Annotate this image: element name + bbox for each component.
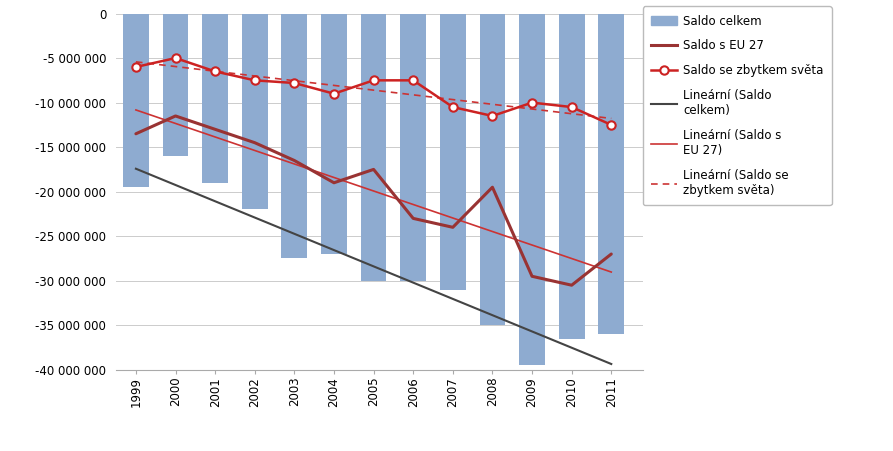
Saldo se zbytkem světa xyxy=(566,104,577,110)
Bar xyxy=(321,14,346,254)
Legend: Saldo celkem, Saldo s EU 27, Saldo se zbytkem světa, Lineární (Saldo
celkem), Li: Saldo celkem, Saldo s EU 27, Saldo se zb… xyxy=(643,6,831,205)
Saldo s EU 27 xyxy=(289,158,300,163)
Line: Lineární (Saldo celkem): Lineární (Saldo celkem) xyxy=(136,169,612,364)
Lineární (Saldo s EU 27) xyxy=(408,202,419,207)
Lineární (Saldo celkem) xyxy=(566,345,577,350)
Saldo se zbytkem světa xyxy=(447,104,458,110)
Lineární (Saldo s EU 27) xyxy=(171,121,181,126)
Lineární (Saldo se zbytkem světa) xyxy=(408,92,419,97)
Lineární (Saldo s EU 27) xyxy=(289,161,300,167)
Lineární (Saldo celkem) xyxy=(249,215,260,220)
Bar xyxy=(361,14,387,281)
Lineární (Saldo celkem) xyxy=(210,198,221,204)
Lineární (Saldo se zbytkem světa) xyxy=(171,64,181,69)
Lineární (Saldo s EU 27) xyxy=(368,188,379,193)
Line: Saldo s EU 27: Saldo s EU 27 xyxy=(136,116,612,285)
Lineární (Saldo celkem) xyxy=(527,329,538,334)
Lineární (Saldo s EU 27) xyxy=(249,148,260,153)
Saldo se zbytkem světa xyxy=(606,122,617,128)
Saldo s EU 27 xyxy=(368,167,379,172)
Lineární (Saldo celkem) xyxy=(171,182,181,188)
Saldo s EU 27 xyxy=(606,251,617,257)
Saldo s EU 27 xyxy=(447,225,458,230)
Saldo se zbytkem světa xyxy=(130,64,141,70)
Saldo s EU 27 xyxy=(210,127,221,132)
Saldo s EU 27 xyxy=(249,140,260,145)
Lineární (Saldo se zbytkem světa) xyxy=(289,78,300,83)
Lineární (Saldo s EU 27) xyxy=(210,134,221,140)
Lineární (Saldo se zbytkem světa) xyxy=(447,97,458,102)
Saldo s EU 27 xyxy=(171,113,181,119)
Lineární (Saldo celkem) xyxy=(329,248,339,253)
Lineární (Saldo celkem) xyxy=(447,296,458,302)
Lineární (Saldo se zbytkem světa) xyxy=(487,101,497,107)
Bar xyxy=(559,14,585,339)
Bar xyxy=(480,14,505,325)
Lineární (Saldo s EU 27) xyxy=(447,215,458,221)
Saldo s EU 27 xyxy=(130,131,141,137)
Bar xyxy=(242,14,268,210)
Lineární (Saldo celkem) xyxy=(368,264,379,269)
Lineární (Saldo s EU 27) xyxy=(329,175,339,180)
Line: Lineární (Saldo s EU 27): Lineární (Saldo s EU 27) xyxy=(136,110,612,272)
Lineární (Saldo se zbytkem světa) xyxy=(368,87,379,93)
Bar xyxy=(400,14,426,281)
Line: Lineární (Saldo se zbytkem světa): Lineární (Saldo se zbytkem světa) xyxy=(136,62,612,119)
Lineární (Saldo se zbytkem světa) xyxy=(130,59,141,64)
Saldo se zbytkem světa xyxy=(289,80,300,86)
Bar xyxy=(163,14,188,156)
Lineární (Saldo se zbytkem světa) xyxy=(606,116,617,121)
Saldo se zbytkem světa xyxy=(527,100,538,106)
Saldo se zbytkem světa xyxy=(329,91,339,97)
Lineární (Saldo celkem) xyxy=(289,231,300,236)
Bar xyxy=(281,14,307,258)
Saldo se zbytkem světa xyxy=(210,69,221,74)
Saldo se zbytkem světa xyxy=(368,78,379,83)
Bar xyxy=(202,14,228,183)
Lineární (Saldo se zbytkem světa) xyxy=(210,69,221,74)
Bar xyxy=(123,14,149,187)
Bar xyxy=(519,14,545,365)
Line: Saldo se zbytkem světa: Saldo se zbytkem světa xyxy=(132,54,615,129)
Saldo se zbytkem světa xyxy=(249,78,260,83)
Saldo s EU 27 xyxy=(408,216,419,221)
Saldo se zbytkem světa xyxy=(408,78,419,83)
Lineární (Saldo se zbytkem světa) xyxy=(566,111,577,116)
Lineární (Saldo s EU 27) xyxy=(527,242,538,248)
Bar xyxy=(440,14,465,290)
Lineární (Saldo s EU 27) xyxy=(566,256,577,261)
Bar xyxy=(598,14,624,334)
Lineární (Saldo celkem) xyxy=(606,361,617,367)
Lineární (Saldo se zbytkem světa) xyxy=(527,106,538,112)
Saldo se zbytkem světa xyxy=(171,55,181,61)
Lineární (Saldo s EU 27) xyxy=(130,107,141,113)
Saldo s EU 27 xyxy=(566,282,577,288)
Lineární (Saldo se zbytkem světa) xyxy=(249,73,260,78)
Saldo s EU 27 xyxy=(527,274,538,279)
Lineární (Saldo s EU 27) xyxy=(606,269,617,275)
Lineární (Saldo s EU 27) xyxy=(487,229,497,234)
Lineární (Saldo celkem) xyxy=(487,313,497,318)
Saldo se zbytkem světa xyxy=(487,113,497,119)
Lineární (Saldo se zbytkem světa) xyxy=(329,83,339,88)
Saldo s EU 27 xyxy=(487,184,497,190)
Lineární (Saldo celkem) xyxy=(408,280,419,285)
Lineární (Saldo celkem) xyxy=(130,166,141,171)
Saldo s EU 27 xyxy=(329,180,339,185)
